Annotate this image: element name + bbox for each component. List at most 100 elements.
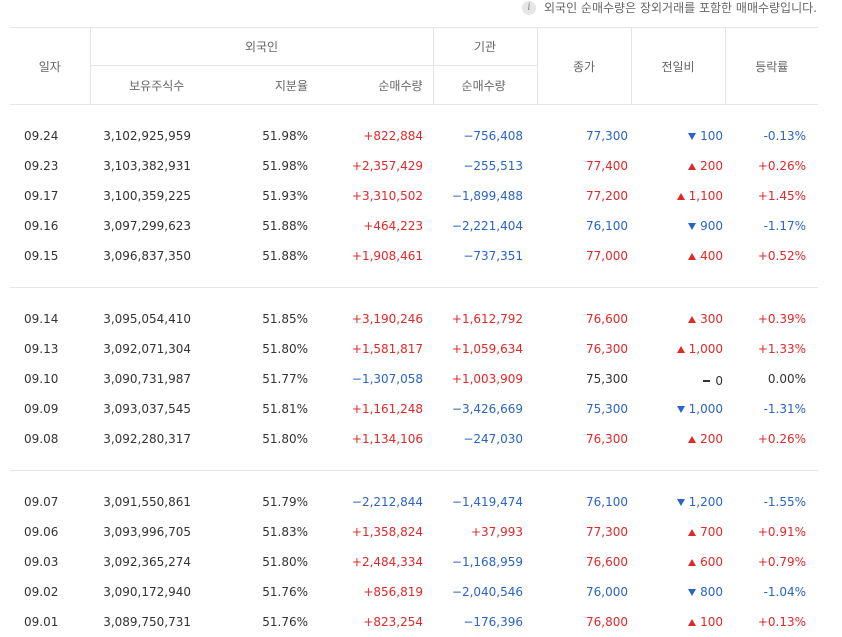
rate-cell: -1.04%: [725, 577, 818, 607]
down-triangle-icon: [688, 133, 696, 140]
investor-trading-table: 일자 외국인 기관 종가 전일비 등락률 보유주식수 지분율 순매수량 순매수량…: [10, 27, 818, 637]
date-cell: 09.23: [10, 151, 90, 181]
change-cell: 1,200: [631, 487, 725, 517]
header-change: 전일비: [631, 28, 725, 105]
ratio-cell: 51.80%: [223, 424, 308, 454]
up-triangle-icon: [688, 529, 696, 536]
change-value: 1,000: [689, 342, 723, 356]
change-value: 1,200: [689, 495, 723, 509]
info-icon: i: [522, 1, 536, 15]
close-cell: 76,300: [537, 334, 631, 364]
rate-cell: +0.26%: [725, 151, 818, 181]
down-triangle-icon: [688, 589, 696, 596]
rate-cell: +0.13%: [725, 607, 818, 637]
ratio-cell: 51.98%: [223, 121, 308, 151]
inst-net-buy-cell: +1,059,634: [433, 334, 537, 364]
date-cell: 09.07: [10, 487, 90, 517]
foreign-net-buy-cell: +856,819: [308, 577, 433, 607]
foreign-net-buy-cell: +1,581,817: [308, 334, 433, 364]
ratio-cell: 51.81%: [223, 394, 308, 424]
change-value: 600: [700, 555, 723, 569]
holdings-cell: 3,095,054,410: [90, 304, 223, 334]
change-value: 900: [700, 219, 723, 233]
holdings-cell: 3,089,750,731: [90, 607, 223, 637]
holdings-cell: 3,102,925,959: [90, 121, 223, 151]
ratio-cell: 51.85%: [223, 304, 308, 334]
holdings-cell: 3,093,037,545: [90, 394, 223, 424]
change-cell: 1,100: [631, 181, 725, 211]
change-cell: 1,000: [631, 394, 725, 424]
change-cell: 800: [631, 577, 725, 607]
up-triangle-icon: [688, 619, 696, 626]
date-cell: 09.24: [10, 121, 90, 151]
holdings-cell: 3,097,299,623: [90, 211, 223, 241]
table-header: 일자 외국인 기관 종가 전일비 등락률 보유주식수 지분율 순매수량 순매수량: [10, 28, 818, 105]
header-foreign: 외국인: [90, 28, 433, 66]
change-value: 200: [700, 432, 723, 446]
inst-net-buy-cell: −2,040,546: [433, 577, 537, 607]
up-triangle-icon: [688, 436, 696, 443]
ratio-cell: 51.80%: [223, 547, 308, 577]
close-cell: 76,600: [537, 304, 631, 334]
foreign-net-buy-cell: +1,358,824: [308, 517, 433, 547]
close-cell: 77,200: [537, 181, 631, 211]
date-cell: 09.09: [10, 394, 90, 424]
inst-net-buy-cell: −756,408: [433, 121, 537, 151]
header-close: 종가: [537, 28, 631, 105]
date-cell: 09.01: [10, 607, 90, 637]
up-triangle-icon: [677, 193, 685, 200]
header-holdings: 보유주식수: [90, 66, 223, 105]
foreign-net-buy-cell: +1,134,106: [308, 424, 433, 454]
down-triangle-icon: [677, 499, 685, 506]
change-cell: 200: [631, 151, 725, 181]
close-cell: 76,300: [537, 424, 631, 454]
inst-net-buy-cell: +1,003,909: [433, 364, 537, 394]
ratio-cell: 51.76%: [223, 577, 308, 607]
date-cell: 09.14: [10, 304, 90, 334]
foreign-net-buy-cell: +2,484,334: [308, 547, 433, 577]
change-value: 700: [700, 525, 723, 539]
foreign-net-buy-cell: +464,223: [308, 211, 433, 241]
inst-net-buy-cell: −1,419,474: [433, 487, 537, 517]
holdings-cell: 3,103,382,931: [90, 151, 223, 181]
inst-net-buy-cell: −2,221,404: [433, 211, 537, 241]
up-triangle-icon: [677, 346, 685, 353]
date-cell: 09.10: [10, 364, 90, 394]
holdings-cell: 3,092,280,317: [90, 424, 223, 454]
rate-cell: 0.00%: [725, 364, 818, 394]
notice-text: 외국인 순매수량은 장외거래를 포함한 매매수량입니다.: [544, 0, 817, 16]
foreign-net-buy-cell: +3,190,246: [308, 304, 433, 334]
close-cell: 76,100: [537, 211, 631, 241]
close-cell: 77,300: [537, 121, 631, 151]
ratio-cell: 51.79%: [223, 487, 308, 517]
rate-cell: -1.17%: [725, 211, 818, 241]
close-cell: 77,300: [537, 517, 631, 547]
rate-cell: +0.91%: [725, 517, 818, 547]
date-cell: 09.06: [10, 517, 90, 547]
foreign-net-buy-cell: +822,884: [308, 121, 433, 151]
ratio-cell: 51.77%: [223, 364, 308, 394]
header-inst-net-buy: 순매수량: [433, 66, 537, 105]
up-triangle-icon: [688, 316, 696, 323]
foreign-net-buy-cell: +1,908,461: [308, 241, 433, 271]
change-value: 200: [700, 159, 723, 173]
ratio-cell: 51.88%: [223, 211, 308, 241]
close-cell: 75,300: [537, 394, 631, 424]
ratio-cell: 51.83%: [223, 517, 308, 547]
change-cell: 400: [631, 241, 725, 271]
inst-net-buy-cell: −255,513: [433, 151, 537, 181]
rate-cell: +0.39%: [725, 304, 818, 334]
rate-cell: +0.26%: [725, 424, 818, 454]
inst-net-buy-cell: +1,612,792: [433, 304, 537, 334]
holdings-cell: 3,096,837,350: [90, 241, 223, 271]
inst-net-buy-cell: −1,168,959: [433, 547, 537, 577]
inst-net-buy-cell: −3,426,669: [433, 394, 537, 424]
